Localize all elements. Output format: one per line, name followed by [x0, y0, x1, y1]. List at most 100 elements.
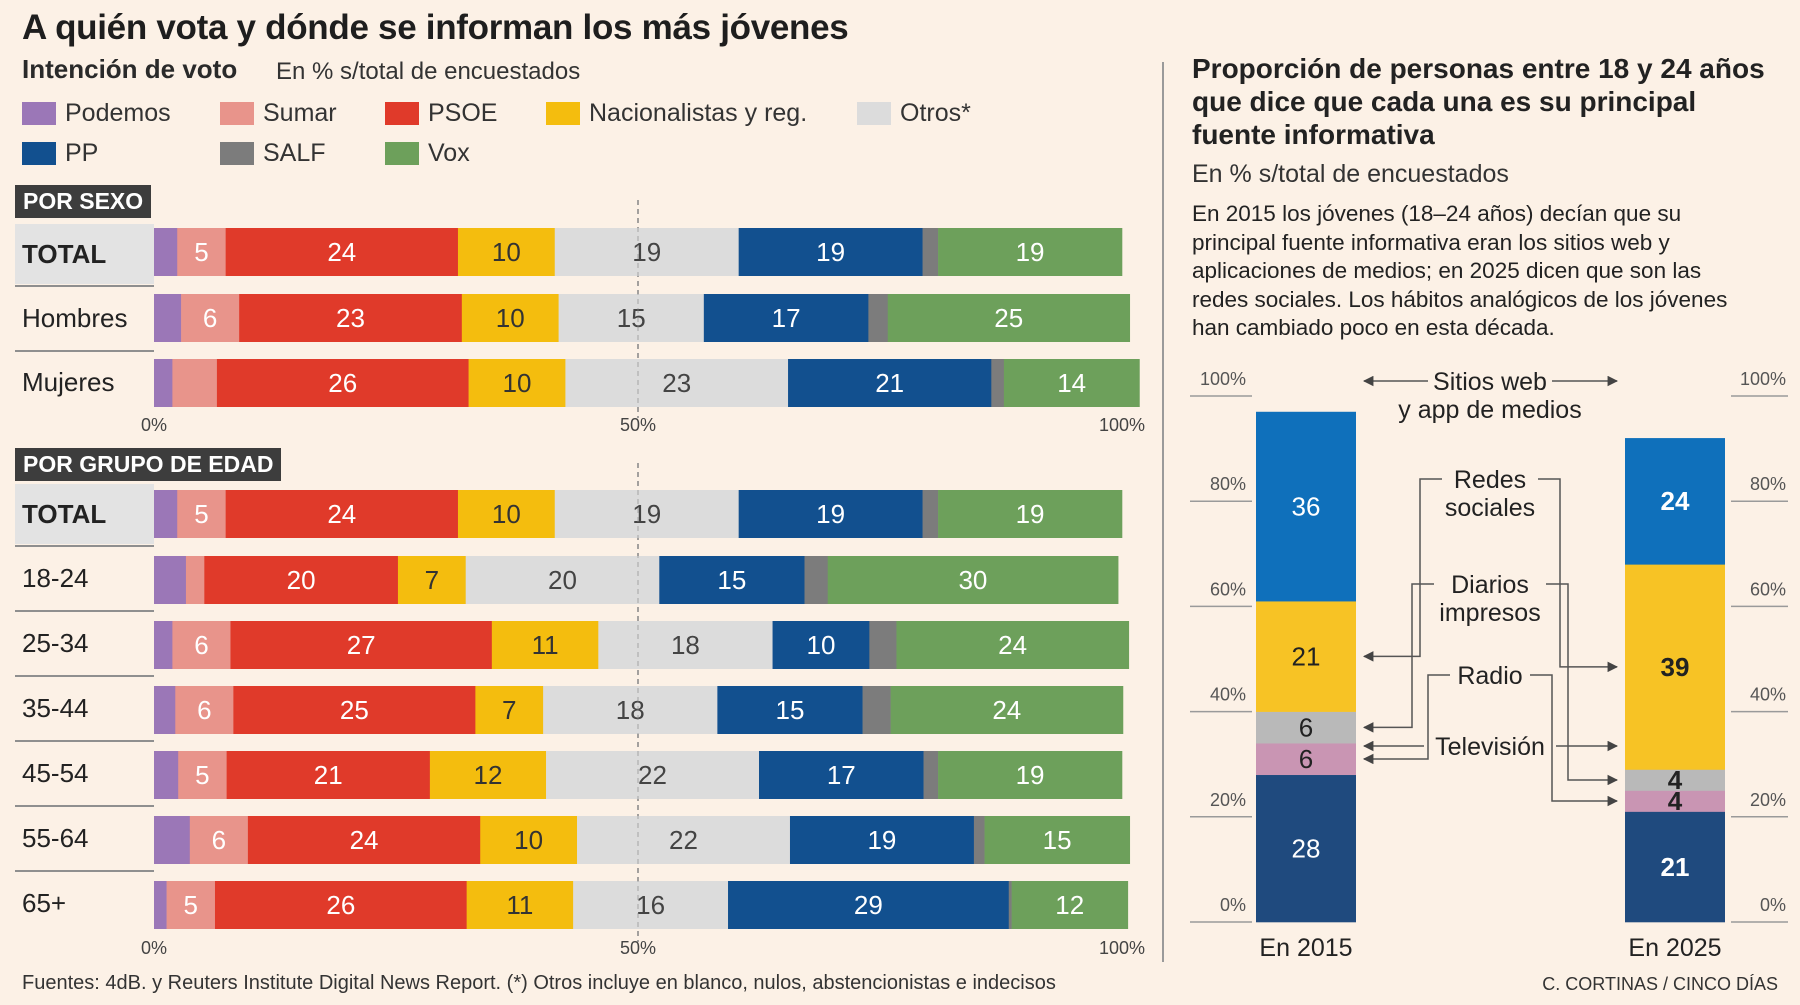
row-divider	[15, 870, 154, 872]
series-label-line2: impresos	[1439, 599, 1540, 627]
legend-label: SALF	[263, 138, 326, 167]
stack-segment	[1256, 601, 1356, 712]
bar-segment	[938, 751, 1123, 799]
y-tick-label-left: 60%	[1210, 579, 1246, 599]
bar-segment	[896, 621, 1130, 669]
bar-segment	[554, 490, 739, 538]
bar-segment	[890, 686, 1124, 734]
bar-value-label: 26	[328, 368, 357, 398]
bar-value-label: 5	[194, 499, 208, 529]
bar-segment	[181, 294, 240, 342]
bar-segment	[466, 881, 574, 929]
bar-value-label: 19	[1016, 499, 1045, 529]
bar-value-label: 19	[867, 825, 896, 855]
legend-label: PSOE	[428, 98, 498, 127]
news-source-chart: 0% 0% 20% 20% 40% 40% 60% 60% 80% 80% 100% 100% 28 66…	[1190, 368, 1788, 962]
bar-segment	[577, 816, 791, 864]
bar-value-label: 18	[671, 630, 700, 660]
bar-value-label: 25	[340, 695, 369, 725]
bar-segment	[573, 881, 729, 929]
panel-divider	[1162, 62, 1164, 962]
news-source-description: En 2015 los jóvenes (18–24 años) decían …	[1192, 201, 1728, 340]
bar-value-label: 10	[496, 303, 525, 333]
bar-segment	[738, 490, 923, 538]
stack-value-label: 36	[1292, 491, 1321, 521]
bar-value-label: 5	[195, 760, 209, 790]
bar-segment	[154, 556, 187, 604]
y-tick-label-right: 20%	[1750, 790, 1786, 810]
bar-segment	[788, 359, 992, 407]
bar-value-label: 25	[994, 303, 1023, 333]
bar-value-label: 14	[1057, 368, 1086, 398]
bar-segment	[598, 621, 773, 669]
row-label-35-44: 35-44	[22, 692, 89, 723]
stack-segment	[1256, 774, 1356, 923]
bar-value-label: 21	[314, 760, 343, 790]
bar-segment	[172, 359, 218, 407]
bar-value-label: 6	[212, 825, 226, 855]
bar-value-label: 19	[632, 499, 661, 529]
bar-value-label: 15	[1043, 825, 1072, 855]
stack-segment	[1625, 769, 1725, 791]
bar-value-label: 6	[203, 303, 217, 333]
bar-segment	[543, 686, 718, 734]
bar-value-label: 23	[662, 368, 691, 398]
stack-value-label: 6	[1299, 712, 1313, 742]
legend-item-sumar: Sumar	[220, 99, 337, 127]
bar-value-label: 10	[503, 368, 532, 398]
y-tick-label-left: 40%	[1210, 685, 1246, 705]
stack-segment	[1256, 743, 1356, 776]
news-source-title: Proporción de personas entre 18 y 24 año…	[1192, 53, 1765, 150]
bar-segment	[938, 228, 1123, 276]
legend-item-salf: SALF	[220, 139, 326, 167]
bar-value-label: 29	[854, 890, 883, 920]
row-label-total-edad: TOTAL	[15, 484, 154, 544]
bar-segment	[923, 751, 939, 799]
legend-swatch	[385, 141, 419, 165]
stack-segment	[1625, 564, 1725, 770]
bar-segment	[154, 686, 176, 734]
bar-value-label: 18	[616, 695, 645, 725]
bar-segment	[461, 294, 559, 342]
bar-value-label: 24	[350, 825, 379, 855]
bar-segment	[457, 228, 556, 276]
bar-value-label: 19	[632, 237, 661, 267]
x-tick-label: 100%	[1099, 938, 1145, 958]
x-tick-label: 100%	[1099, 415, 1145, 435]
bar-value-label: 22	[669, 825, 698, 855]
legend-label: Podemos	[65, 98, 171, 127]
legend-item-otros: Otros*	[857, 99, 971, 127]
bar-value-label: 7	[425, 565, 439, 595]
bar-segment	[475, 686, 544, 734]
bar-segment	[717, 686, 863, 734]
series-label: Televisión	[1435, 733, 1545, 761]
series-label: Sitios web	[1433, 368, 1547, 396]
legend-item-nacionalistas: Nacionalistas y reg.	[546, 99, 807, 127]
bar-segment	[728, 881, 1010, 929]
x-tick-label: 0%	[141, 415, 167, 435]
bar-value-label: 21	[875, 368, 904, 398]
bar-value-label: 15	[617, 303, 646, 333]
stack-value-label: 4	[1668, 786, 1683, 816]
stack-value-label: 39	[1661, 652, 1690, 682]
legend-swatch	[857, 101, 891, 125]
bar-segment	[233, 686, 476, 734]
bar-value-label: 30	[958, 565, 987, 595]
bar-segment	[166, 881, 216, 929]
stack-value-label: 24	[1661, 486, 1690, 516]
row-divider	[15, 285, 154, 287]
legend-item-podemos: Podemos	[22, 99, 171, 127]
bar-segment	[1008, 881, 1012, 929]
bar-value-label: 11	[532, 630, 559, 660]
bar-segment	[862, 686, 891, 734]
series-label-line2: y app de medios	[1398, 396, 1581, 424]
y-tick-label-right: 100%	[1740, 369, 1786, 389]
bar-value-label: 10	[492, 499, 521, 529]
bar-segment	[468, 359, 566, 407]
y-tick-label-left: 100%	[1200, 369, 1246, 389]
vote-unit: En % s/total de encuestados	[276, 58, 581, 85]
bar-value-label: 7	[502, 695, 516, 725]
stack-segment	[1256, 411, 1356, 602]
bar-segment	[991, 359, 1005, 407]
